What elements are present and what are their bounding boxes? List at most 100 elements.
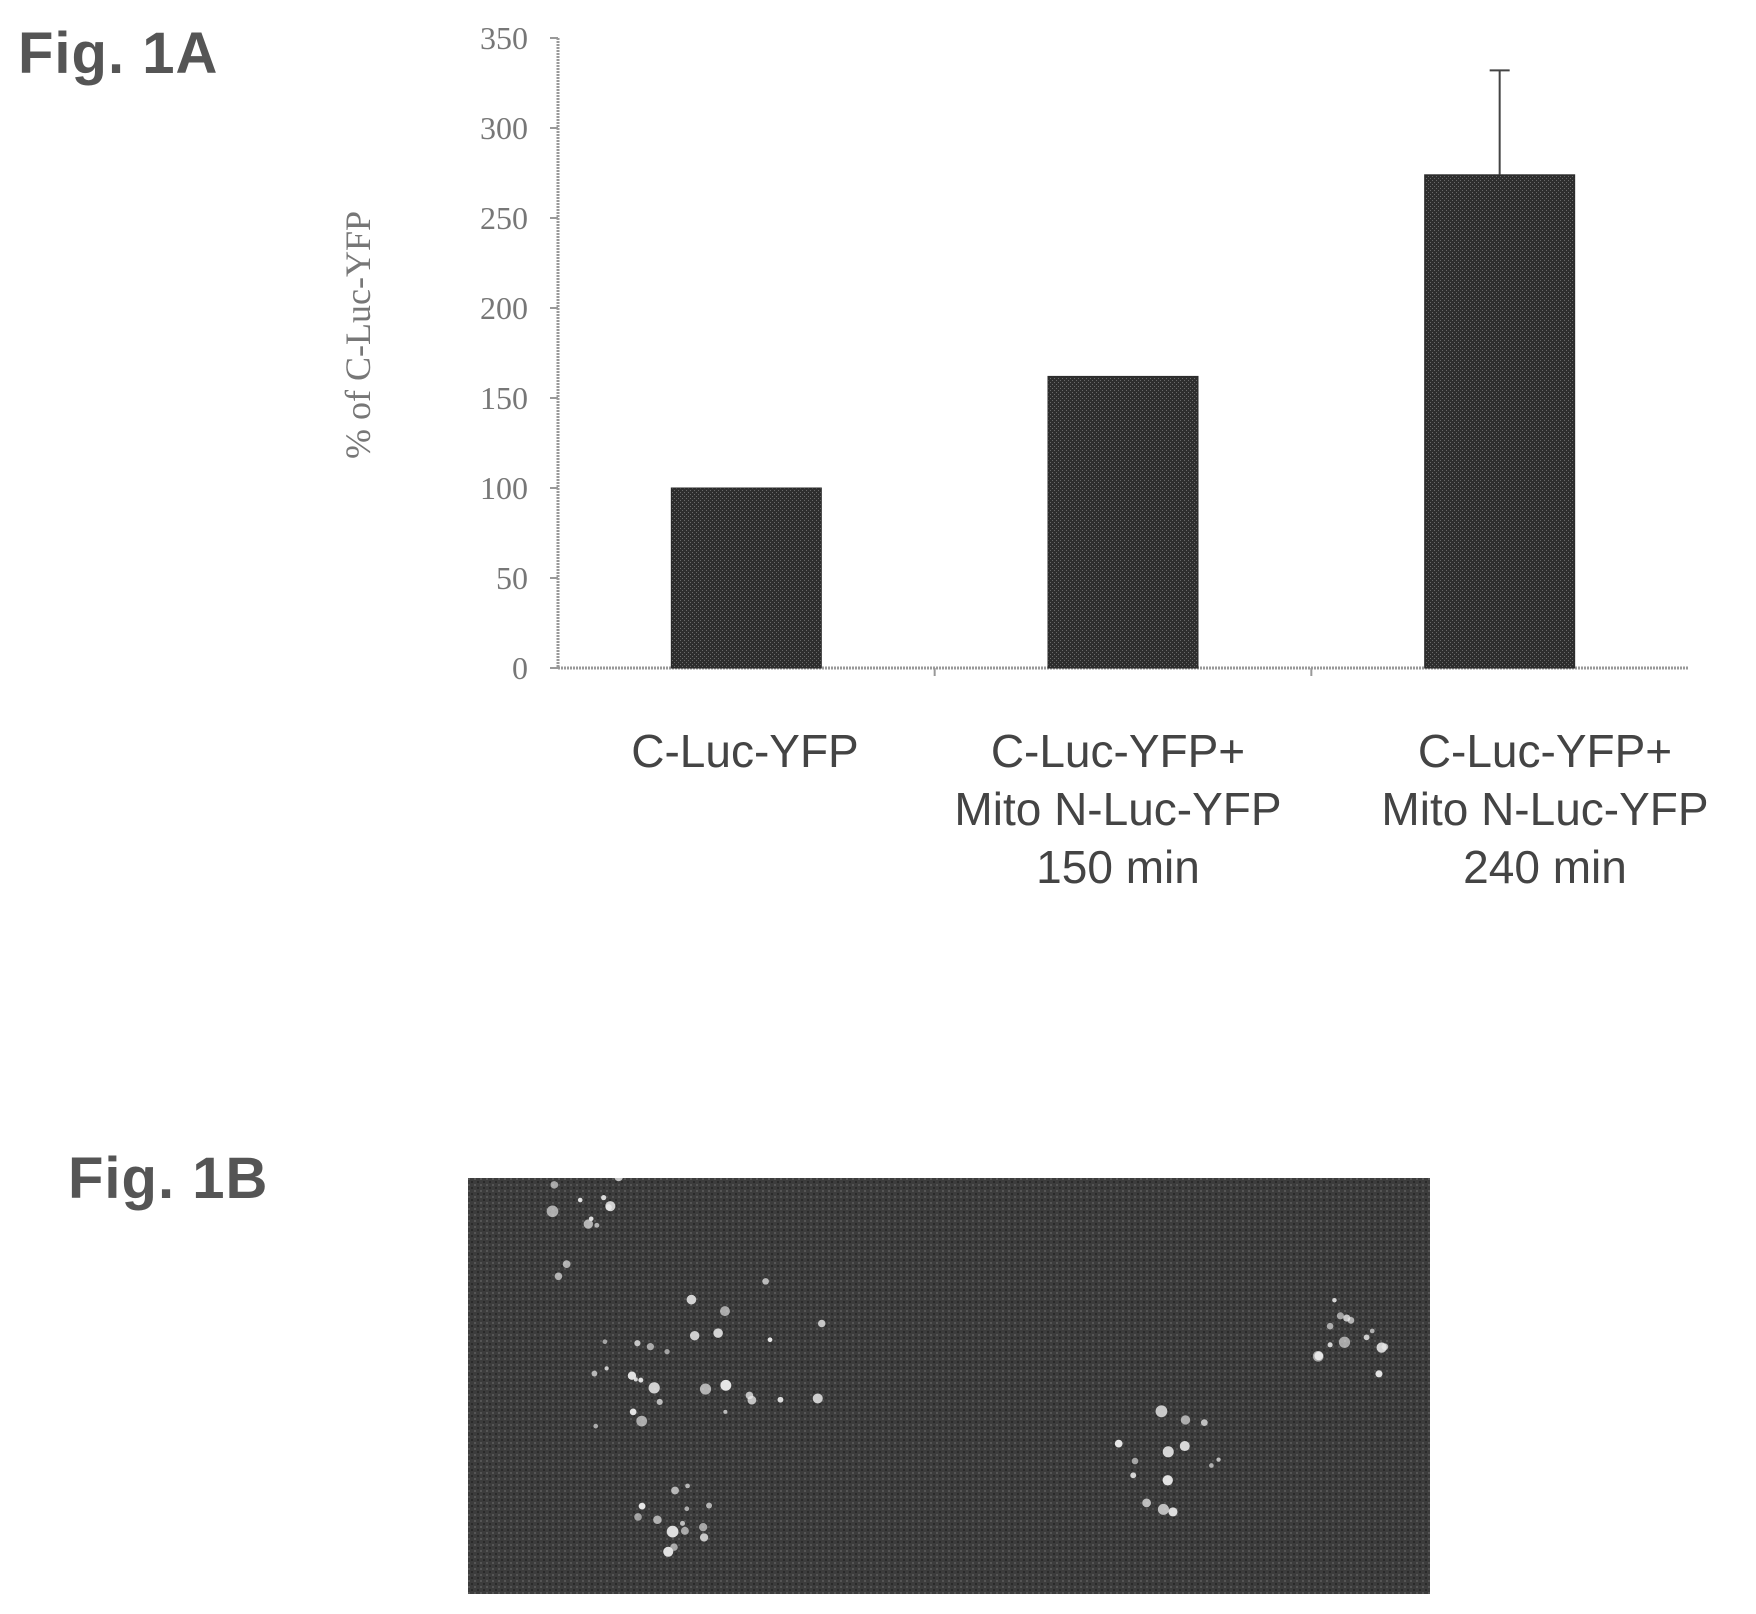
y-tick-label: 350 xyxy=(480,20,528,56)
y-tick-label: 100 xyxy=(480,470,528,506)
fluorescent-spot xyxy=(767,1337,773,1343)
fluorescent-spot xyxy=(634,1340,641,1347)
x-category-label-line: 240 min xyxy=(1463,841,1627,893)
fluorescent-spot xyxy=(1180,1415,1191,1425)
fluorescent-spot xyxy=(812,1393,823,1404)
y-tick-label: 150 xyxy=(480,380,528,416)
fluorescent-spot xyxy=(648,1382,660,1394)
x-category-label-line: C-Luc-YFP+ xyxy=(990,725,1246,777)
fluorescent-spot xyxy=(638,1377,644,1383)
fluorescent-spot xyxy=(546,1205,559,1218)
fluorescent-spot xyxy=(602,1339,608,1345)
x-category-label-line: C-Luc-YFP xyxy=(631,725,859,777)
x-category-label-line: C-Luc-YFP+ xyxy=(1417,725,1673,777)
fluorescent-spot xyxy=(777,1396,784,1403)
fluorescent-spot xyxy=(656,1398,663,1405)
fluorescent-spot xyxy=(638,1502,646,1510)
fluorescent-spot xyxy=(762,1278,769,1285)
fluorescent-spot xyxy=(817,1319,826,1328)
fluorescent-spot xyxy=(1326,1322,1334,1330)
fluorescent-spot xyxy=(689,1330,700,1341)
fluorescent-spot xyxy=(1314,1351,1324,1361)
fluorescent-spot xyxy=(747,1395,757,1405)
fluorescent-spot xyxy=(1157,1503,1169,1515)
fluorescent-spot xyxy=(1369,1328,1375,1334)
fluorescent-spot xyxy=(720,1379,732,1391)
bar xyxy=(670,487,822,669)
fluorescent-spot xyxy=(1327,1342,1333,1348)
fluorescent-spot xyxy=(1179,1441,1190,1452)
x-category-label: C-Luc-YFP+ Mito N-Luc-YFP 150 min xyxy=(898,722,1338,896)
figure-1b-label: Fig. 1B xyxy=(68,1146,269,1211)
fluorescent-spot xyxy=(1130,1472,1137,1479)
fluorescent-spot xyxy=(1162,1475,1173,1486)
fluorescent-spot xyxy=(1347,1316,1355,1324)
fluorescent-spot xyxy=(671,1486,679,1495)
fluorescent-spot xyxy=(666,1525,679,1538)
fluorescent-spot xyxy=(1200,1419,1208,1426)
bar-chart: 0 50 100 150 200 250 300 350 % of C-Luc-YFP xyxy=(338,20,1688,686)
fluorescent-spot xyxy=(1155,1405,1168,1418)
fluorescent-spot xyxy=(629,1408,637,1416)
fluorescent-spot xyxy=(670,1543,678,1551)
fluorescent-spot xyxy=(664,1349,670,1355)
fluorescent-spot xyxy=(699,1533,709,1542)
fluorescent-spot xyxy=(604,1366,609,1371)
fluorescent-spot xyxy=(583,1219,593,1229)
fluorescent-spot xyxy=(614,1178,623,1182)
fluorescent-spot xyxy=(723,1409,728,1414)
fluorescent-spot xyxy=(653,1515,662,1525)
fluorescent-spot xyxy=(1131,1457,1139,1465)
fluorescent-spot xyxy=(1336,1312,1344,1320)
bar xyxy=(1047,375,1199,669)
fluorescent-spot xyxy=(680,1526,689,1535)
fluorescent-spot xyxy=(1216,1457,1221,1462)
error-bars xyxy=(1489,69,1510,175)
y-tick-label: 0 xyxy=(512,650,528,686)
fluorescent-spot xyxy=(593,1423,599,1429)
fluorescent-spot xyxy=(1168,1507,1178,1517)
fluorescent-spot xyxy=(686,1294,697,1305)
fluorescent-spot xyxy=(1363,1334,1370,1341)
x-category-label: C-Luc-YFP+ Mito N-Luc-YFP 240 min xyxy=(1325,722,1756,896)
fluorescent-spot xyxy=(1209,1463,1214,1468)
fluorescent-spot xyxy=(1142,1498,1151,1508)
fluorescent-spot xyxy=(577,1197,583,1203)
y-axis-label: % of C-Luc-YFP xyxy=(338,211,378,459)
fluorescent-spot xyxy=(601,1195,607,1201)
fluorescent-spot xyxy=(684,1506,690,1512)
fluorescent-spot xyxy=(698,1522,708,1532)
y-tick-label: 200 xyxy=(480,290,528,326)
fluorescent-spot xyxy=(1114,1439,1123,1448)
fluorescent-spot xyxy=(1338,1336,1351,1348)
fluorescent-spot xyxy=(713,1328,723,1338)
fluorescent-spot xyxy=(627,1371,637,1380)
bars xyxy=(670,174,1576,669)
fluorescent-spot xyxy=(706,1502,713,1509)
fluorescent-spot xyxy=(636,1415,648,1427)
fluorescent-spot xyxy=(1162,1446,1174,1458)
fluorescent-spot xyxy=(591,1370,598,1377)
x-category-label-line: 150 min xyxy=(1036,841,1200,893)
fluorescent-spot xyxy=(646,1343,655,1351)
fluorescent-spot xyxy=(1381,1343,1389,1351)
fluorescent-spot xyxy=(562,1260,571,1268)
fluorescent-spot xyxy=(680,1520,686,1526)
fluorescent-spot xyxy=(550,1181,559,1189)
fluorescent-spot xyxy=(634,1513,642,1521)
figure-1a-label: Fig. 1A xyxy=(18,21,219,86)
x-axis xyxy=(558,666,1688,676)
y-tick-label: 300 xyxy=(480,110,528,146)
fluorescent-spot xyxy=(594,1222,600,1228)
y-axis: 0 50 100 150 200 250 300 350 xyxy=(480,20,560,686)
fluorescent-spot xyxy=(685,1483,690,1489)
fluorescent-spot xyxy=(1332,1297,1337,1303)
fluorescence-micrograph xyxy=(468,1178,1430,1594)
fluorescent-spot xyxy=(663,1546,674,1557)
y-tick-label: 50 xyxy=(496,560,528,596)
fluorescent-spot xyxy=(719,1306,730,1317)
x-category-label: C-Luc-YFP xyxy=(525,722,965,780)
bar xyxy=(1424,174,1576,669)
fluorescent-spot xyxy=(699,1383,712,1395)
y-tick-label: 250 xyxy=(480,200,528,236)
